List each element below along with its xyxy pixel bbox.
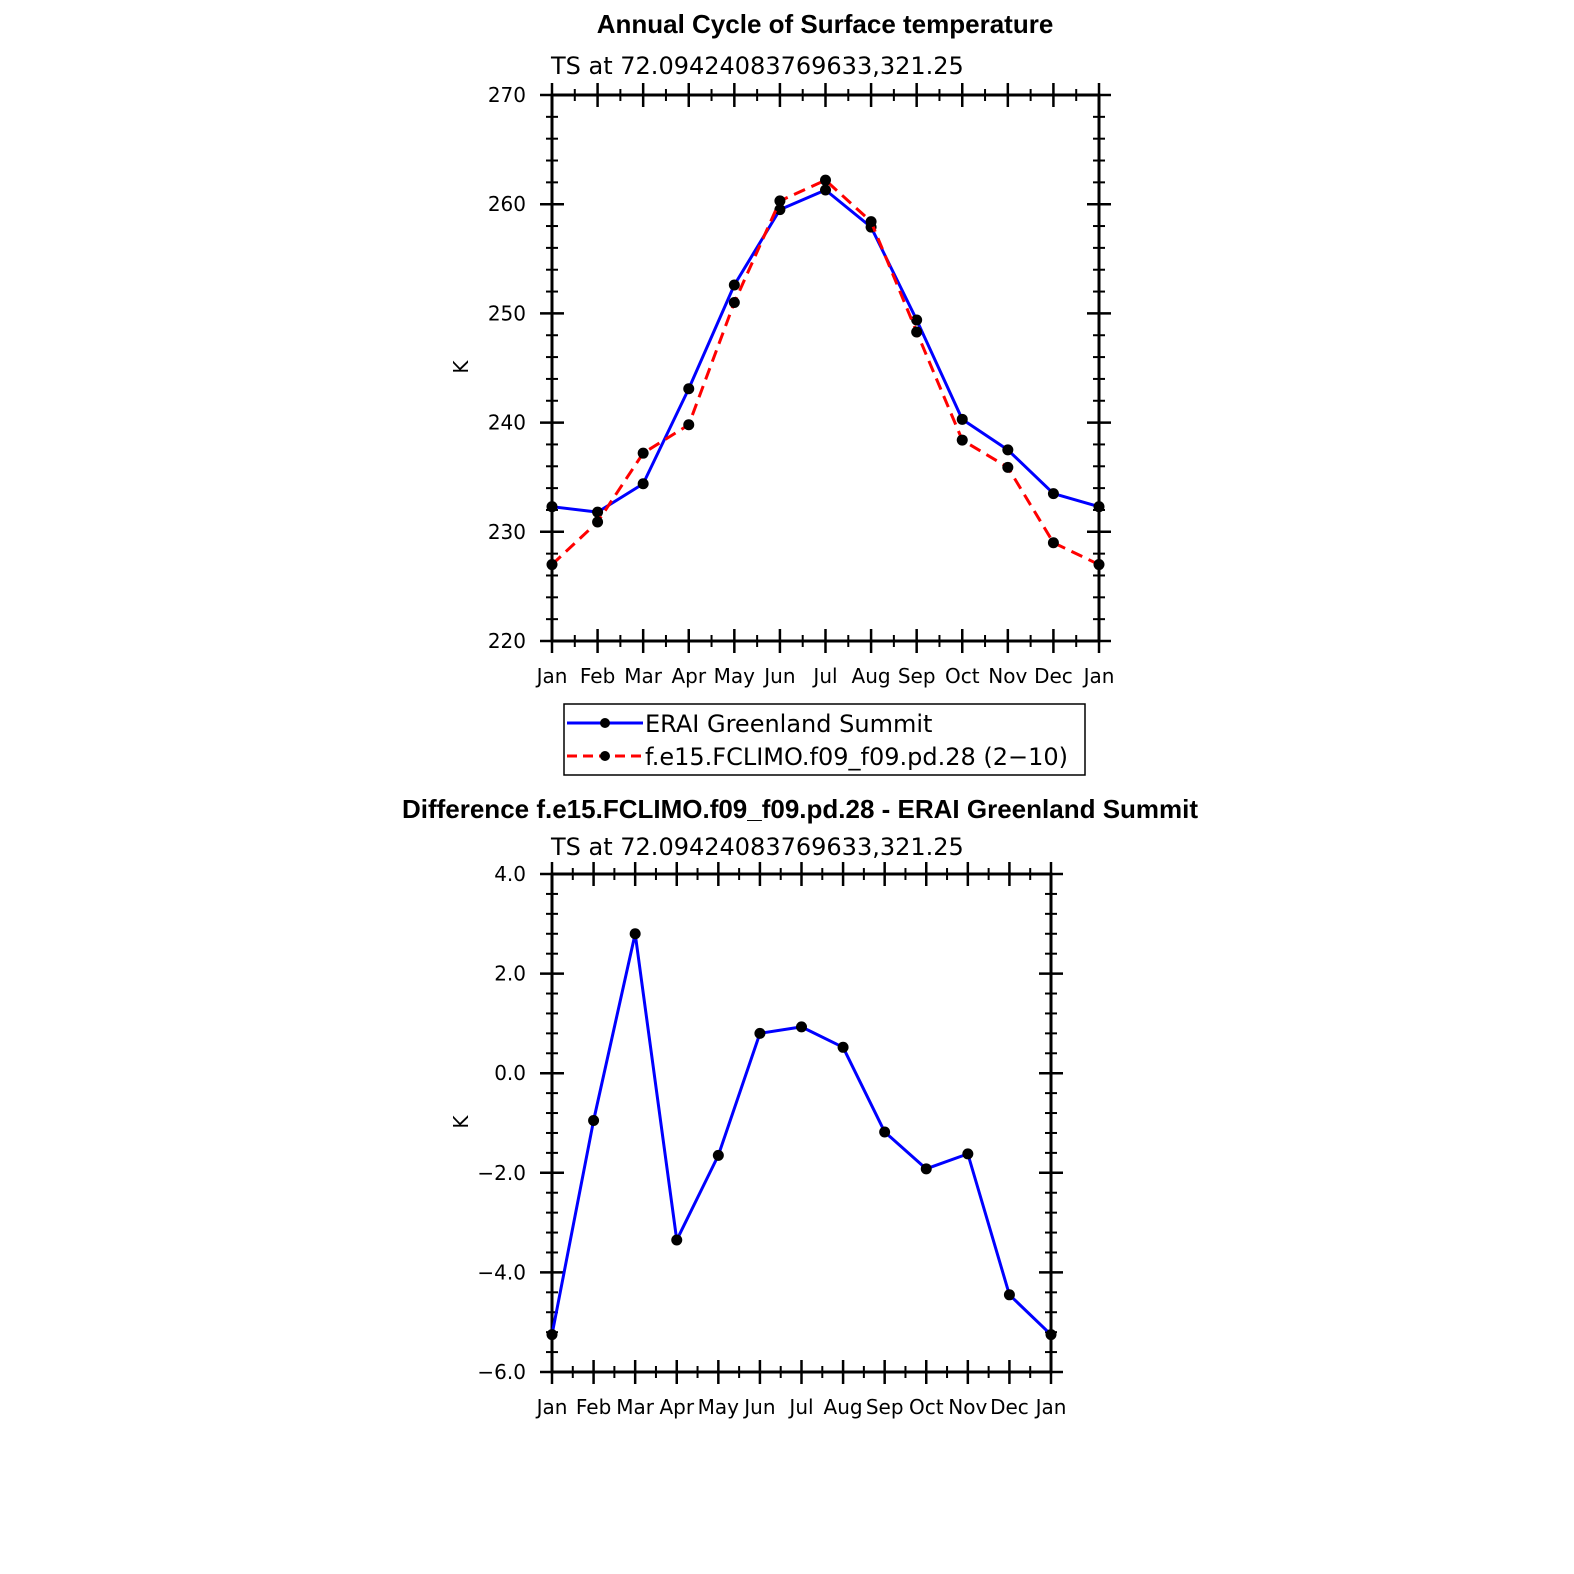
x-tick-label: Dec: [1034, 664, 1073, 688]
chart-title: Difference f.e15.FCLIMO.f09_f09.pd.28 - …: [402, 794, 1198, 824]
data-point: [1093, 559, 1105, 571]
data-point: [865, 216, 877, 228]
data-point: [592, 516, 604, 528]
data-point: [879, 1126, 891, 1138]
data-point: [820, 184, 831, 196]
x-tick-label: Jul: [787, 1395, 813, 1419]
chart-subtitle: TS at 72.09424083769633,321.25: [550, 833, 964, 861]
data-point: [728, 279, 740, 291]
data-point: [820, 174, 831, 186]
plot-axes: Jan Feb Mar Apr May Jun Jul Aug Sep Oct Nov Dec Jan−…: [477, 862, 1066, 1419]
y-tick-label: 260: [488, 192, 526, 216]
data-point: [637, 478, 649, 490]
data-point: [754, 1027, 766, 1039]
data-point: [1093, 501, 1105, 513]
annual-cycle-panel: Annual Cycle of Surface temperature TS a…: [449, 9, 1115, 776]
x-tick-label: Jan: [1034, 1395, 1067, 1419]
data-point: [1047, 537, 1059, 549]
x-tick-label: Mar: [624, 664, 663, 688]
legend-box: [563, 703, 1086, 776]
y-tick-label: 250: [488, 301, 526, 325]
x-tick-label: Feb: [580, 664, 615, 688]
y-tick-label: 4.0: [494, 862, 526, 886]
data-point: [629, 928, 641, 940]
x-tick-label: Dec: [990, 1395, 1029, 1419]
x-tick-label: Sep: [898, 664, 936, 688]
data-point: [1045, 1329, 1057, 1341]
data-point: [911, 326, 923, 338]
chart-title: Annual Cycle of Surface temperature: [597, 9, 1054, 39]
legend: ERAI Greenland Summit f.e15.FCLIMO.f09_f…: [563, 703, 1086, 776]
series-line-0: [551, 188, 1100, 514]
x-tick-label: Nov: [948, 1395, 987, 1419]
data-point: [1002, 444, 1014, 456]
x-tick-label: Jun: [742, 1395, 775, 1419]
legend-label-model: f.e15.FCLIMO.f09_f09.pd.28 (2−10): [645, 743, 1068, 771]
y-tick-label: −6.0: [477, 1360, 526, 1384]
y-axis-label: K: [449, 360, 473, 374]
data-point: [911, 314, 923, 326]
y-tick-label: 2.0: [494, 962, 526, 986]
plot-series: [546, 928, 1057, 1341]
y-tick-label: 0.0: [494, 1061, 526, 1085]
data-point: [637, 447, 649, 459]
x-tick-label: Feb: [576, 1395, 611, 1419]
data-point: [683, 383, 695, 395]
data-point: [956, 434, 968, 446]
plot-frame: [550, 872, 1053, 1374]
y-tick-label: 230: [488, 520, 526, 544]
data-point: [774, 204, 786, 216]
data-point: [592, 506, 604, 518]
x-tick-label: Jan: [1082, 664, 1115, 688]
x-tick-label: Apr: [671, 664, 706, 688]
data-point: [712, 1149, 724, 1161]
x-tick-label: May: [698, 1395, 740, 1419]
x-tick-label: Jan: [535, 664, 568, 688]
data-point: [728, 296, 740, 308]
y-tick-label: 270: [488, 83, 526, 107]
x-tick-label: Oct: [909, 1395, 944, 1419]
data-point: [920, 1163, 932, 1175]
data-point: [956, 413, 968, 425]
legend-marker-model: [600, 751, 610, 761]
data-point: [671, 1234, 683, 1246]
series-line-1: [550, 178, 1100, 566]
legend-label-erai: ERAI Greenland Summit: [645, 710, 932, 738]
x-tick-label: Nov: [988, 664, 1027, 688]
data-point: [1003, 1289, 1015, 1301]
data-point: [774, 195, 786, 207]
y-tick-label: −2.0: [477, 1161, 526, 1185]
y-tick-label: 240: [488, 411, 526, 435]
x-tick-label: Sep: [866, 1395, 904, 1419]
series-line-0: [550, 932, 1053, 1336]
data-point: [683, 419, 695, 431]
x-tick-label: Jun: [762, 664, 795, 688]
legend-marker-erai: [600, 718, 610, 728]
x-tick-label: Aug: [824, 1395, 863, 1419]
x-tick-label: Mar: [616, 1395, 655, 1419]
y-tick-label: 220: [488, 629, 526, 653]
data-point: [837, 1041, 849, 1053]
y-axis-label: K: [449, 1115, 473, 1129]
data-point: [962, 1148, 974, 1160]
chart-subtitle: TS at 72.09424083769633,321.25: [550, 52, 964, 80]
x-tick-label: Apr: [659, 1395, 694, 1419]
x-tick-label: Jul: [811, 664, 837, 688]
y-tick-label: −4.0: [477, 1260, 526, 1284]
plot-series: [546, 174, 1105, 571]
data-point: [546, 1329, 558, 1341]
plot-axes: Jan Feb Mar Apr May Jun Jul Aug Sep Oct Nov Dec Jan 2…: [488, 83, 1115, 688]
difference-panel: Difference f.e15.FCLIMO.f09_f09.pd.28 - …: [402, 794, 1198, 1419]
data-point: [588, 1115, 600, 1127]
data-point: [546, 559, 558, 571]
data-point: [1002, 461, 1014, 473]
x-tick-label: Oct: [945, 664, 980, 688]
data-point: [1047, 488, 1059, 500]
x-tick-label: May: [714, 664, 756, 688]
data-point: [796, 1021, 807, 1033]
data-point: [546, 501, 558, 513]
x-tick-label: Aug: [852, 664, 891, 688]
x-tick-label: Jan: [535, 1395, 568, 1419]
